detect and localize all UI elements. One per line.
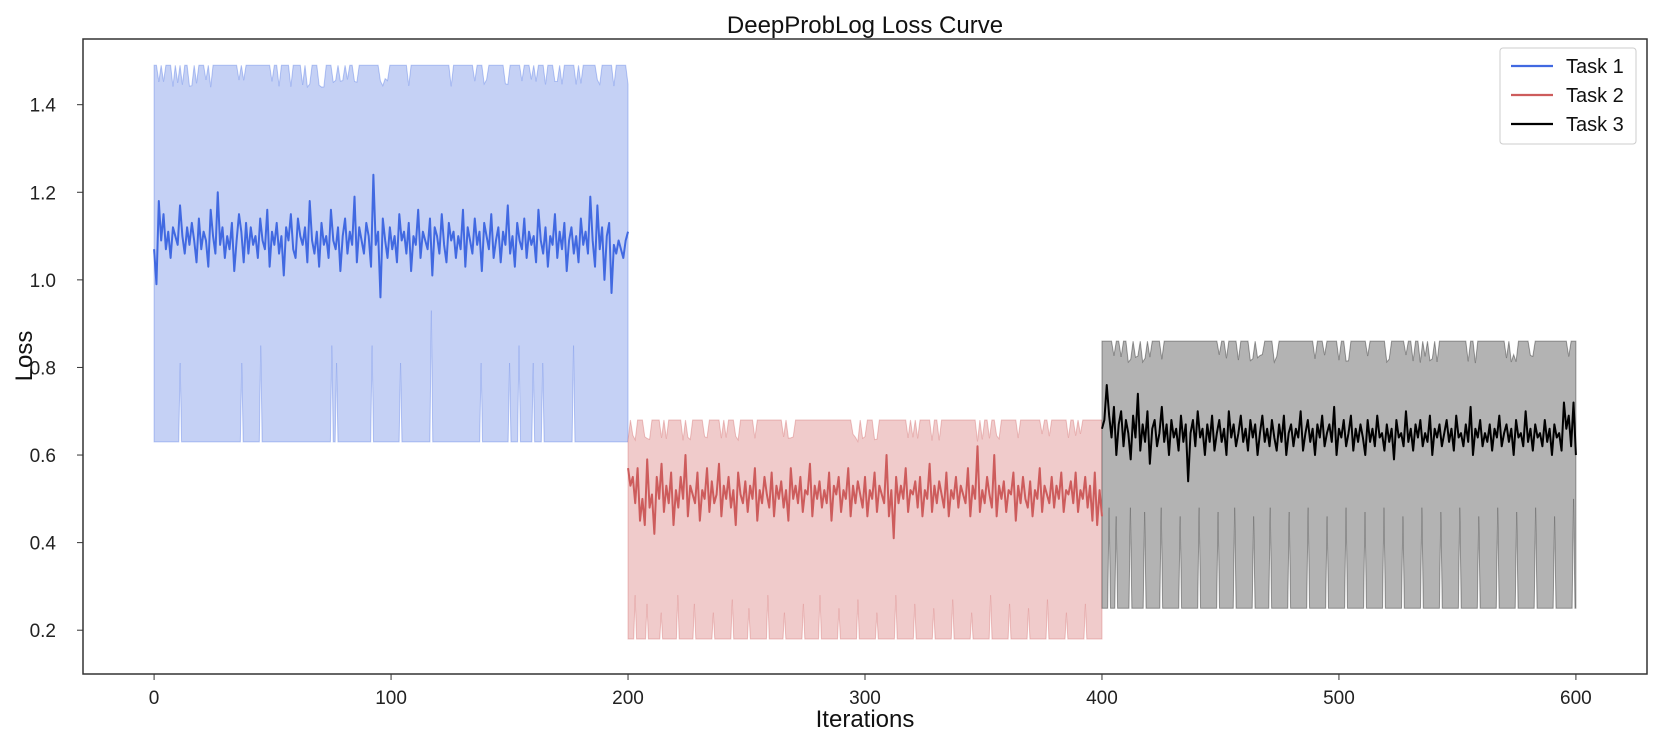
y-axis-ticks: 0.2 0.4 0.6 0.8 1.0 1.2 1.4 <box>30 96 83 642</box>
legend-label-task-1: Task 1 <box>1566 56 1624 78</box>
x-axis-ticks: 0 100 200 300 400 500 600 <box>149 674 1592 709</box>
legend-box <box>1499 47 1637 145</box>
y-tick-label: 1.0 <box>30 271 56 292</box>
legend-label-task-2: Task 2 <box>1566 85 1624 107</box>
x-tick-label: 0 <box>149 688 160 709</box>
y-tick-label: 0.4 <box>30 534 57 555</box>
y-tick-label: 0.2 <box>30 621 56 642</box>
y-axis-label: Loss <box>11 331 38 382</box>
legend: Task 1 Task 2 Task 3 <box>1499 47 1637 145</box>
x-tick-label: 400 <box>1086 688 1118 709</box>
series-line-task-1 <box>153 173 629 299</box>
series-line-task-3 <box>1101 383 1577 483</box>
legend-label-task-3: Task 3 <box>1566 114 1624 136</box>
y-tick-label: 1.2 <box>30 183 56 204</box>
band-task-3 <box>1101 340 1577 609</box>
x-axis-label: Iterations <box>816 706 915 733</box>
y-tick-label: 0.6 <box>30 446 56 467</box>
chart-title: DeepProbLog Loss Curve <box>727 12 1003 39</box>
x-tick-label: 100 <box>375 688 407 709</box>
series-lines <box>153 173 1577 540</box>
y-tick-label: 1.4 <box>30 96 57 117</box>
band-task-1 <box>153 64 629 443</box>
y-tick-label: 0.8 <box>30 358 56 379</box>
uncertainty-bands <box>153 64 1577 640</box>
x-tick-label: 200 <box>612 688 644 709</box>
series-line-task-2 <box>627 445 1103 540</box>
x-tick-label: 300 <box>849 688 881 709</box>
band-task-2 <box>627 419 1103 640</box>
x-tick-label: 600 <box>1560 688 1592 709</box>
x-tick-label: 500 <box>1323 688 1355 709</box>
